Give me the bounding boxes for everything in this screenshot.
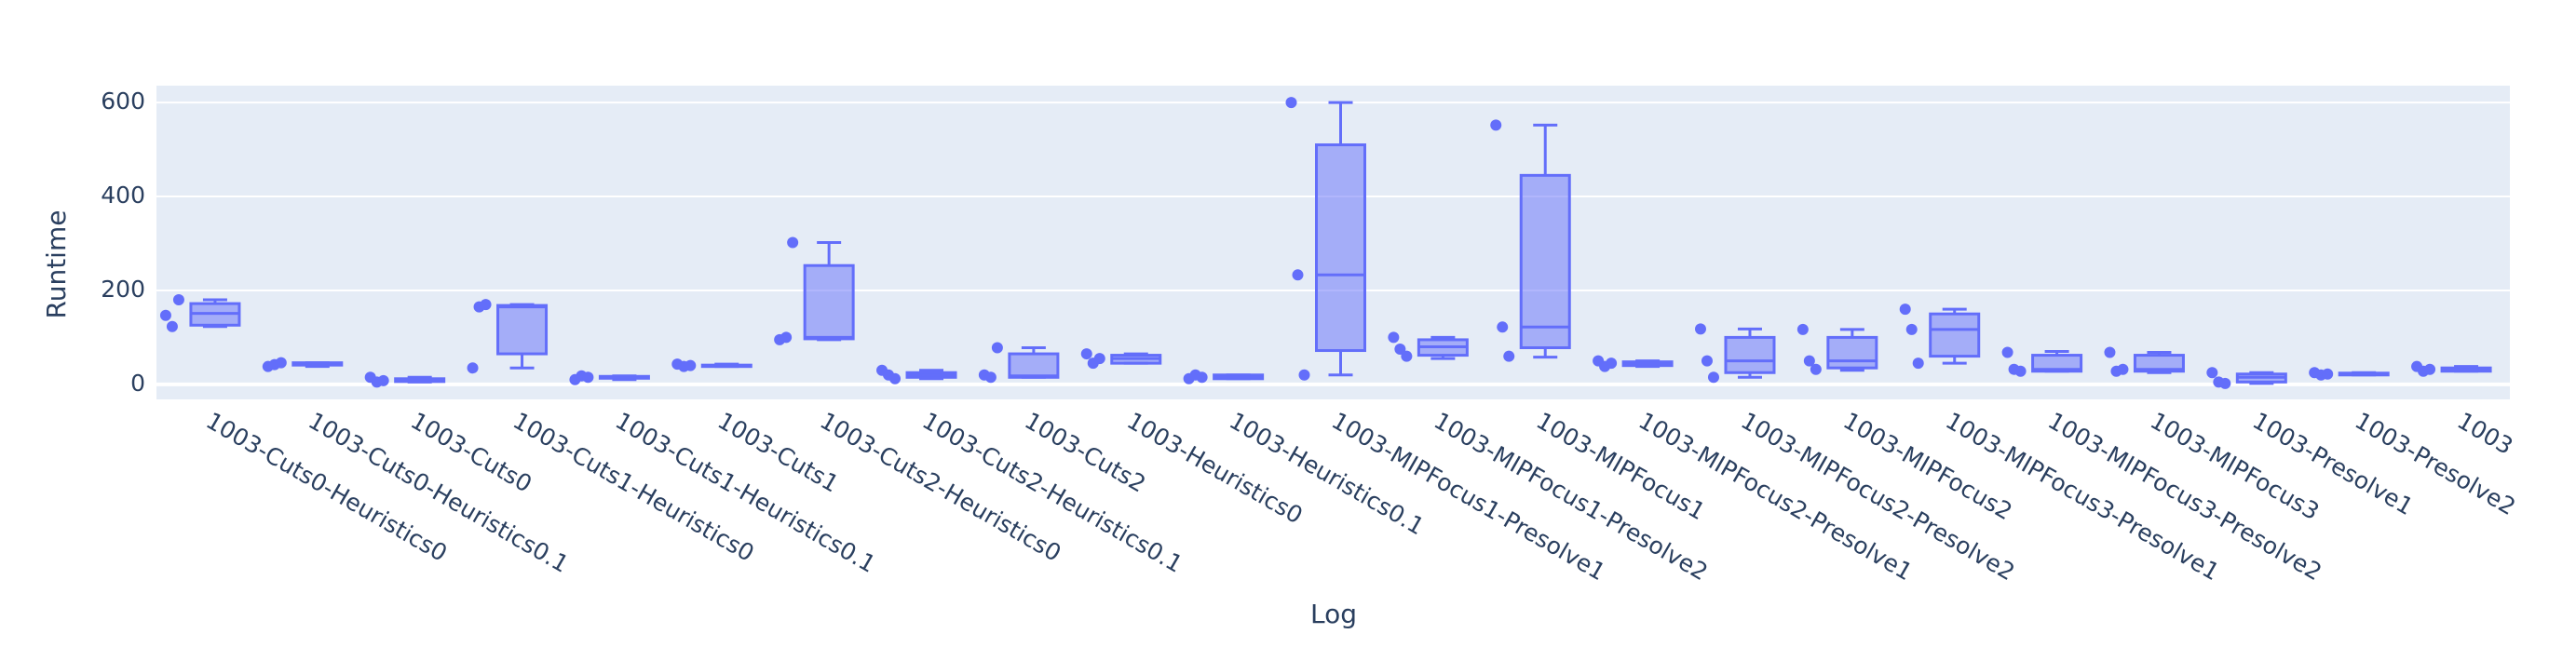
point [1905,323,1918,335]
point [780,331,793,344]
point [1707,371,1719,384]
point [2322,368,2334,380]
point [1401,350,1413,362]
point [1490,119,1502,131]
point [166,320,178,332]
y-axis-title: Runtime [41,210,72,319]
point [467,362,479,374]
box [1724,335,1776,374]
point [582,371,594,384]
point [1285,97,1297,109]
point [2206,367,2218,379]
box [1519,173,1571,350]
point [2104,346,2116,358]
box [1826,335,1878,370]
point [275,357,287,369]
point [1912,357,1924,370]
point [984,371,997,384]
point [787,236,799,249]
point [1196,371,1208,384]
x-tick-label: 1003-MIPFocus2 [1838,407,2016,525]
point [991,342,1003,354]
point [2014,365,2027,377]
box [1008,352,1060,379]
y-tick-label: 0 [130,370,145,397]
point [2219,377,2231,389]
point [1796,323,1809,335]
point [1394,344,1406,356]
point [1803,355,1815,367]
point [1093,353,1105,365]
point [1292,269,1304,281]
point [377,374,389,386]
point [1694,323,1706,335]
point [2424,363,2436,375]
x-tick-label: 1003-Heuristics0.1 [1225,407,1429,540]
point [480,299,492,311]
point [889,372,902,384]
point [1497,321,1509,333]
x-tick-label: 1003-MIPFocus1 [1532,407,1710,525]
point [2117,363,2129,375]
y-tick-label: 600 [101,88,145,115]
box [496,304,549,356]
y-tick-label: 400 [101,182,145,209]
box [803,263,855,341]
point [1503,350,1515,362]
point [1080,348,1092,360]
point [2001,346,2013,358]
box [1315,143,1366,353]
x-tick-label: 1003 [2453,407,2518,460]
x-tick-label: 1003-Heuristics0 [1122,407,1307,529]
y-tick-label: 200 [101,276,145,303]
box [1929,312,1981,358]
point [1298,369,1310,381]
point [1810,363,1822,375]
box [2133,354,2185,373]
x-tick-label: 1003-MIPFocus3 [2146,407,2324,525]
point [159,309,171,321]
point [1388,331,1400,344]
point [1899,304,1911,316]
box [2031,354,2083,373]
point [1701,355,1713,367]
point [1606,357,1618,370]
point [172,294,184,306]
x-axis-title: Log [1310,599,1357,629]
point [685,359,697,371]
